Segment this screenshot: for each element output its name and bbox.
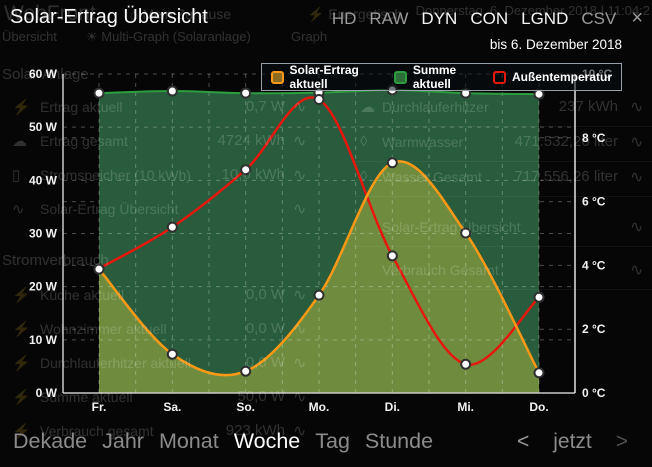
range-stunde[interactable]: Stunde <box>364 429 434 453</box>
x-tick-day: Fr. <box>92 400 107 414</box>
legend-item-solar-ertrag[interactable]: Solar-Ertrag aktuell <box>271 63 394 91</box>
y-tick-left: 30 W <box>29 227 58 241</box>
con-button[interactable]: CON <box>470 8 509 28</box>
data-point <box>166 348 178 360</box>
legend-item-aussentemperatur[interactable]: Außentemperatur <box>492 70 612 84</box>
y-tick-left: 10 W <box>29 333 58 347</box>
y-tick-left: 40 W <box>29 173 58 187</box>
area-solar <box>99 161 539 393</box>
data-point <box>460 227 472 239</box>
data-point <box>533 291 545 303</box>
data-point <box>533 88 545 100</box>
y-tick-left: 20 W <box>29 280 58 294</box>
y-tick-right: 8 °C <box>582 131 606 145</box>
legend-swatch-orange-icon <box>271 70 284 84</box>
chevron-left-icon[interactable]: < <box>516 430 530 453</box>
data-point <box>240 164 252 176</box>
raw-button[interactable]: RAW <box>369 8 409 28</box>
csv-button[interactable]: CSV <box>581 8 617 28</box>
y-tick-left: 50 W <box>29 120 58 134</box>
data-point <box>240 87 252 99</box>
data-point <box>240 365 252 377</box>
x-tick-day: Sa. <box>163 400 181 414</box>
legend-swatch-red-icon <box>492 70 506 84</box>
data-point <box>166 221 178 233</box>
time-range-bar: Dekade Jahr Monat Woche Tag Stunde <box>13 429 433 454</box>
chart-legend: Solar-Ertrag aktuell Summe aktuell Außen… <box>261 63 622 91</box>
data-point <box>386 250 398 262</box>
range-monat[interactable]: Monat <box>158 429 219 453</box>
y-tick-right: 6 °C <box>582 195 606 209</box>
legend-item-summe[interactable]: Summe aktuell <box>394 63 493 91</box>
range-tag[interactable]: Tag <box>315 429 350 453</box>
chart-toolbar: HD RAW DYN CON LGND CSV × <box>332 7 643 30</box>
x-tick-day: Do. <box>529 400 548 414</box>
data-point <box>93 263 105 275</box>
y-tick-right: 4 °C <box>582 258 606 272</box>
lgnd-button[interactable]: LGND <box>521 8 569 28</box>
legend-swatch-green-icon <box>394 70 407 84</box>
data-point <box>533 367 545 379</box>
y-tick-right: 2 °C <box>582 322 606 336</box>
legend-label: Solar-Ertrag aktuell <box>289 63 359 91</box>
period-label: bis 6. Dezember 2018 <box>489 37 622 52</box>
x-tick-day: So. <box>236 400 255 414</box>
page-title: Solar-Ertrag Übersicht <box>10 6 208 28</box>
range-jahr[interactable]: Jahr <box>102 429 144 453</box>
x-tick-day: Di. <box>385 400 400 414</box>
hd-button[interactable]: HD <box>331 8 357 28</box>
y-tick-left: 0 W <box>36 386 58 400</box>
range-woche[interactable]: Woche <box>233 429 301 453</box>
dyn-button[interactable]: DYN <box>421 8 458 28</box>
chevron-right-icon[interactable]: > <box>615 430 628 453</box>
close-icon[interactable]: × <box>631 7 643 29</box>
x-tick-day: Mi. <box>457 400 474 414</box>
data-point <box>386 157 398 169</box>
data-point <box>313 289 325 301</box>
legend-label: Summe aktuell <box>412 63 457 91</box>
time-nav: < jetzt > <box>517 430 628 454</box>
data-point <box>313 94 325 106</box>
y-tick-right: 0 °C <box>582 386 606 400</box>
x-tick-day: Mo. <box>309 400 330 414</box>
data-point <box>460 358 472 370</box>
range-dekade[interactable]: Dekade <box>13 429 88 453</box>
legend-label: Außentemperatur <box>511 70 612 84</box>
data-point <box>166 85 178 97</box>
y-tick-left: 60 W <box>29 67 58 81</box>
data-point <box>93 87 105 99</box>
jetzt-button[interactable]: jetzt <box>553 430 592 453</box>
